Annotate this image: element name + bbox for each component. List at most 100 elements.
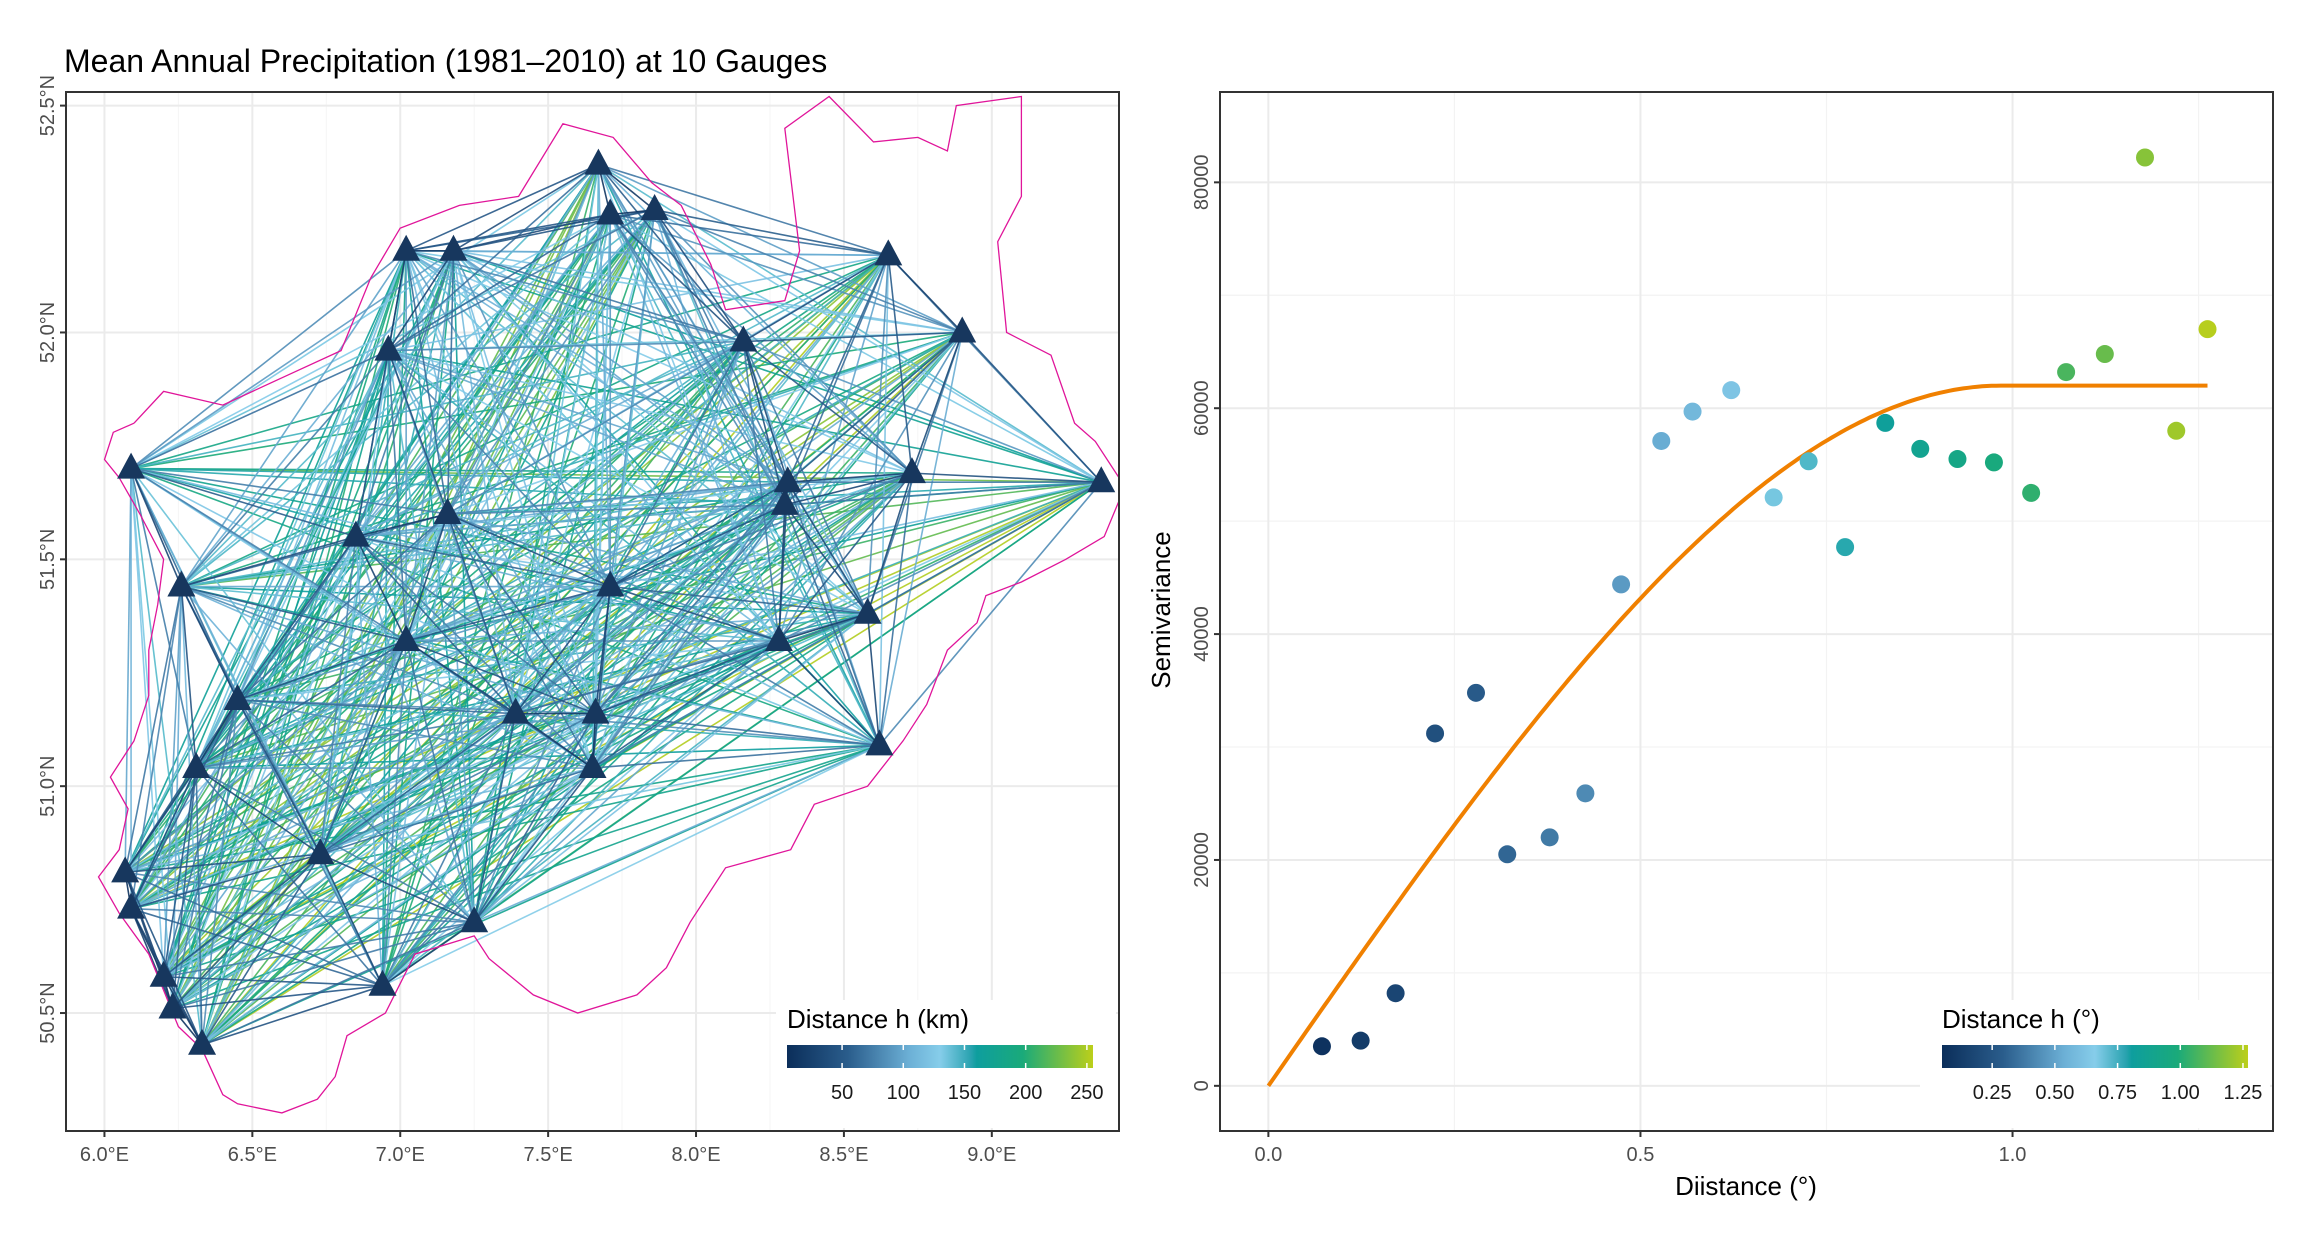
variogram-point (1836, 538, 1855, 557)
variogram-point (1722, 381, 1741, 400)
gauge-pair-line (130, 468, 203, 1045)
variogram-point (2095, 345, 2114, 364)
variogram-point (1612, 575, 1631, 594)
gauge-pair-line (594, 254, 889, 715)
gauge-triangle-marker (865, 729, 894, 756)
gauge-pair-line (162, 586, 183, 977)
gauge-pair-line (195, 768, 203, 1045)
gauge-pair-line (180, 586, 239, 701)
variogram-point (2198, 320, 2217, 339)
gauge-triangle-marker (223, 683, 252, 710)
variogram-point (1948, 450, 1967, 469)
gauge-pair-line (610, 585, 780, 642)
variogram-point (2022, 483, 2041, 502)
gauge-pair-line (452, 250, 611, 587)
gauge-pair-line (237, 699, 516, 715)
gauge-pair-line (355, 536, 475, 923)
gauge-pair-line (405, 250, 744, 343)
gauge-pair-line (452, 250, 597, 714)
gauge-pair-line (124, 331, 963, 874)
gauge-triangle-marker (581, 697, 610, 724)
gauge-pair-line (236, 350, 390, 701)
gauge-triangle-marker (770, 488, 799, 515)
gauge-pair-line (171, 767, 197, 1009)
gauge-pair-line (405, 209, 656, 642)
gauge-pair-line (387, 350, 611, 588)
gauge-pair-line (609, 213, 1102, 483)
gauge-pair-line (171, 712, 517, 1010)
gauge-pair-line (130, 467, 448, 515)
gauge-pair-line (163, 712, 596, 978)
gauge-pair-line (236, 699, 384, 987)
gauge-pair-line (878, 332, 964, 746)
gauge-pair-line (446, 513, 597, 715)
gauge-pair-line (515, 481, 1102, 715)
gauge-pair-line (453, 250, 789, 483)
gauge-pair-line (162, 976, 203, 1046)
gauge-pair-line (405, 254, 889, 642)
gauge-pair-line (180, 213, 611, 588)
variogram-x-tick-label: 0.0 (1254, 1144, 1282, 1166)
gauge-pair-line (743, 340, 1102, 483)
gauge-pair-line (172, 712, 596, 1010)
variogram-model-line (1266, 383, 2208, 1087)
variogram-legend-tick-label: 1.00 (2161, 1082, 2200, 1104)
gauge-pair-line (446, 250, 455, 514)
gauge-pair-line (453, 250, 744, 343)
gauge-pair-line (405, 163, 599, 252)
gauge-pair-line (594, 472, 913, 715)
variogram-x-label: Diistance (°) (1675, 1171, 1817, 1201)
gauge-pair-line (742, 254, 889, 343)
gauge-pair-line (447, 513, 611, 588)
gauge-pair-line (181, 254, 889, 588)
gauge-pair-line (124, 872, 165, 978)
gauge-pair-line (130, 340, 744, 470)
gauge-pair-line (597, 164, 744, 343)
gauge-pair-line (405, 640, 475, 923)
gauge-triangle-marker (182, 752, 211, 779)
gauge-pair-line (195, 767, 384, 987)
gauge-pair-line (388, 349, 913, 474)
gauge-pair-line (162, 513, 449, 978)
variogram-point (1386, 984, 1405, 1003)
gauge-pair-line (320, 767, 593, 855)
gauge-pair-line (195, 767, 321, 855)
gauge-pair-line (453, 250, 913, 474)
map-title: Mean Annual Precipitation (1981–2010) at… (64, 43, 827, 79)
variogram-point (1426, 724, 1445, 743)
gauge-pair-line (319, 853, 384, 987)
gauge-triangle-marker (117, 892, 146, 919)
gauge-markers (111, 148, 1116, 1055)
gauge-pair-line (742, 341, 786, 506)
gauge-pair-line (453, 250, 963, 334)
gauge-pair-line (130, 613, 868, 910)
gauge-pair-line (405, 250, 780, 642)
variogram-y-tick-label: 80000 (1191, 155, 1213, 211)
gauge-pair-line (452, 250, 869, 615)
gauge-pair-line (355, 535, 780, 642)
map-legend-colorbar (787, 1045, 1093, 1068)
gauge-pair-line (866, 255, 890, 614)
gauge-pair-line (237, 640, 779, 701)
gauge-pair-line (609, 214, 789, 483)
gauge-pair-line (130, 699, 239, 910)
variogram-legend: Distance h (°) 0.25 0.50 0.75 1.00 1.25 (1920, 1000, 2270, 1128)
gauge-pair-line (406, 213, 611, 252)
variogram-points (1312, 148, 2217, 1056)
gauge-pair-line (180, 586, 197, 769)
gauge-pair-line (405, 640, 596, 715)
gauge-triangle-marker (368, 969, 397, 996)
map-legend-tick-label: 100 (887, 1082, 920, 1104)
gauge-pair-line (181, 585, 407, 642)
gauge-pair-line (237, 513, 449, 701)
gauge-pair-line (447, 513, 880, 747)
gauge-pair-line (447, 331, 963, 515)
map-border (65, 91, 1120, 1132)
gauge-pair-line (453, 213, 611, 252)
gauge-pair-line (654, 209, 889, 257)
gauge-pair-line (473, 713, 517, 923)
gauge-pair-line (319, 250, 455, 855)
gauge-pair-line (654, 209, 913, 474)
gauge-pair-line (447, 340, 744, 515)
gauge-triangle-marker (149, 960, 178, 987)
